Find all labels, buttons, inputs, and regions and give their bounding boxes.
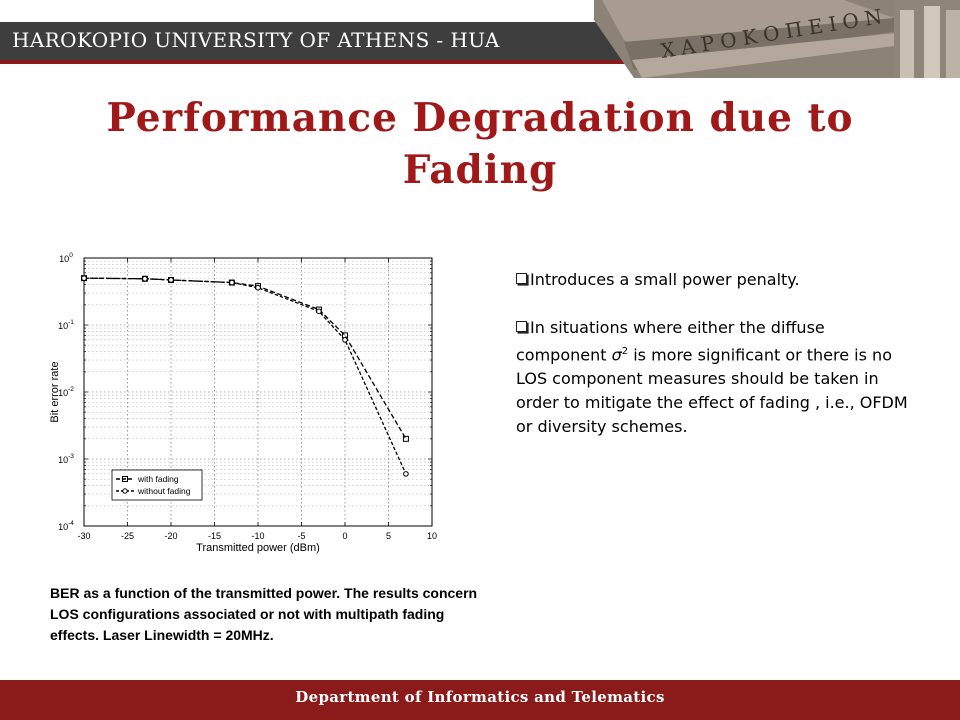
checkbox-bullet-icon [516, 273, 527, 284]
x-tick-label: -25 [121, 531, 134, 541]
data-point-with-fading [402, 435, 409, 442]
legend-label: without fading [137, 486, 191, 496]
y-axis-label: Bit error rate [49, 361, 61, 422]
bullet-text-2a: In situations where either the diffuse c… [516, 318, 825, 365]
ber-chart-svg: -30 -25 -20 -15 -10 -5 0 5 10 100 10-1 10-2 10-3 10-4… [49, 252, 437, 554]
bullet-list: Introduces a small power penalty. In sit… [516, 268, 911, 463]
x-tick-label: -5 [297, 531, 305, 541]
y-tick-label: 100 [59, 252, 73, 264]
series-layer [81, 275, 409, 477]
x-tick-label: -30 [77, 531, 90, 541]
checkbox-bullet-icon [516, 321, 527, 332]
data-point-without-fading [229, 279, 235, 286]
y-tick-label: 10-2 [58, 386, 74, 398]
data-point-without-fading [81, 275, 87, 281]
figure-caption: BER as a function of the transmitted pow… [50, 585, 478, 643]
axis-ticks: -30 -25 -20 -15 -10 -5 0 5 10 100 10-1 10-2 10-3 10-4 [58, 252, 437, 541]
data-point-without-fading [142, 275, 148, 282]
legend-marker-circle [122, 488, 128, 494]
sigma-symbol: σ [611, 345, 622, 365]
sigma-exponent: 2 [621, 346, 629, 357]
x-tick-label: 5 [386, 531, 391, 541]
legend-marker-square [122, 476, 128, 482]
bullet-item-2: In situations where either the diffuse c… [516, 316, 911, 439]
x-tick-label: -15 [208, 531, 221, 541]
data-point-without-fading [255, 284, 261, 291]
university-building-image: ΧΑΡΟΚΟΠΕΙΟΝ [594, 0, 960, 78]
bullet-text-2b: is more significant or there is no LOS c… [516, 345, 908, 437]
legend-box [111, 469, 203, 501]
y-tick-label: 10-3 [58, 453, 74, 465]
x-tick-label: -10 [251, 531, 264, 541]
header-band: HAROKOPIO UNIVERSITY OF ATHENS - HUA ΧΑΡ… [0, 0, 960, 78]
x-tick-label: 0 [342, 531, 347, 541]
y-tick-label: 10-1 [58, 319, 74, 331]
legend-label: with fading [137, 474, 179, 484]
ber-chart: -30 -25 -20 -15 -10 -5 0 5 10 100 10-1 10-2 10-3 10-4… [44, 244, 444, 556]
slide-title: Performance Degradation due to Fading [106, 95, 854, 193]
university-name: HAROKOPIO UNIVERSITY OF ATHENS - HUA [12, 28, 500, 52]
data-point-without-fading [403, 471, 409, 477]
y-tick-label: 10-4 [58, 520, 74, 532]
bullet-text-1: Introduces a small power penalty. [530, 270, 800, 289]
data-point-without-fading [168, 277, 174, 283]
data-point-without-fading [342, 337, 348, 343]
series-line-1 [83, 277, 407, 440]
footer-text: Department of Informatics and Telematics [295, 688, 665, 706]
series-line-2 [83, 277, 407, 475]
bullet-item-1: Introduces a small power penalty. [516, 268, 911, 292]
footer-bar: Department of Informatics and Telematics [0, 680, 960, 720]
x-axis-label: Transmitted power (dBm) [196, 542, 320, 554]
data-point-without-fading [316, 308, 322, 315]
header-rule [0, 60, 630, 64]
x-tick-label: -20 [164, 531, 177, 541]
x-tick-label: 10 [427, 531, 437, 541]
university-bar [0, 22, 630, 60]
legend: with fading without fading [111, 469, 203, 501]
